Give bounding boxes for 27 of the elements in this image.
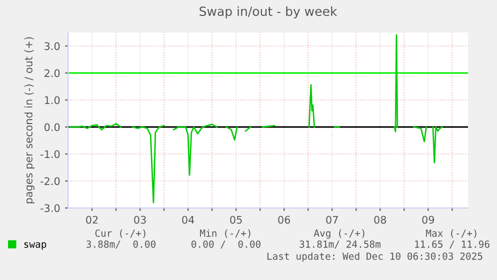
legend-label: swap <box>24 242 46 250</box>
x-tick-label: 04 <box>182 216 194 224</box>
y-tick-label: -3.0 <box>40 204 60 212</box>
text: Avg (-/+) <box>314 229 364 239</box>
chart-title: Swap in/out - by week <box>200 6 338 18</box>
text: 31.81m/ 24.58m <box>300 240 381 249</box>
x-tick-label: 05 <box>230 216 242 224</box>
x-tick-label: 02 <box>86 216 98 224</box>
y-tick-label: 0.0 <box>44 123 60 132</box>
y-tick-label: 2.0 <box>44 69 60 78</box>
y-tick-label: -1.0 <box>40 150 60 158</box>
y-tick-label: -2.0 <box>40 177 60 186</box>
y-tick-label: 3.0 <box>44 42 60 50</box>
text: 11.65 / 11.96 <box>415 240 490 249</box>
y-tick-label: 1.0 <box>44 96 60 104</box>
x-tick-label: 09 <box>422 216 434 224</box>
text: Max (-/+) <box>426 229 476 238</box>
x-tick-label: 06 <box>278 216 290 224</box>
text: 0.00 / 0.00 <box>192 240 260 249</box>
y-axis-title: pages per second in (-) / out (+) <box>24 37 34 204</box>
text: Last update: Wed Dec 10 06:30:03 2025 <box>267 252 482 262</box>
text: Cur (-/+) <box>95 229 146 238</box>
x-tick-label: 07 <box>326 216 338 224</box>
x-tick-label: 03 <box>134 216 146 224</box>
text: Min (-/+) <box>200 229 250 238</box>
text: 3.88m/ 0.00 <box>86 240 156 249</box>
x-tick-label: 08 <box>374 216 386 224</box>
